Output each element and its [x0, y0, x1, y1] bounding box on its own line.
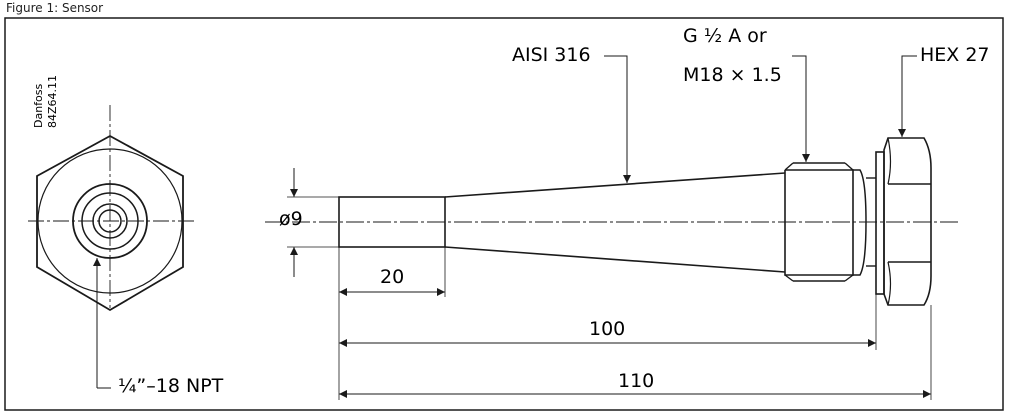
sensor-tip — [338, 196, 446, 248]
thread-top-profile-right — [844, 162, 854, 171]
stamp-line-2: 84Z64.11 — [46, 74, 59, 128]
side-view — [265, 55, 960, 400]
figure-caption: Figure 1: Sensor — [6, 1, 104, 15]
thread-bottom-profile — [784, 274, 794, 282]
sealing-washer — [875, 151, 885, 295]
npt-thread-label: ¼”–18 NPT — [118, 375, 224, 397]
taper-upper-edge — [444, 172, 786, 198]
dimension-label-20: 20 — [380, 266, 405, 288]
dimension-label-100: 100 — [589, 318, 626, 340]
taper-lower-edge — [444, 246, 786, 273]
thread-leader — [792, 55, 810, 162]
hex-nut-arc-bottom — [887, 261, 892, 306]
thread-top-profile — [784, 162, 794, 171]
stamp-line-1: Danfoss — [32, 83, 45, 128]
diameter-label: ø9 — [279, 208, 303, 230]
undercut-neck — [853, 169, 867, 276]
hex-leader — [898, 55, 917, 137]
thread-label-line-1: G ½ A or — [683, 25, 767, 47]
thread-body — [784, 169, 854, 276]
thread-label-line-2: M18 × 1.5 — [683, 64, 782, 86]
material-label: AISI 316 — [512, 44, 591, 66]
hex-nut-arc-top — [887, 137, 892, 185]
dimension-label-110: 110 — [618, 370, 655, 392]
material-leader — [604, 55, 631, 183]
hex-nut-side — [883, 137, 932, 306]
hex-end-view — [28, 105, 196, 389]
hex-label: HEX 27 — [920, 44, 990, 66]
thread-bottom-profile-right — [844, 274, 854, 282]
drawing-frame — [4, 17, 1004, 411]
